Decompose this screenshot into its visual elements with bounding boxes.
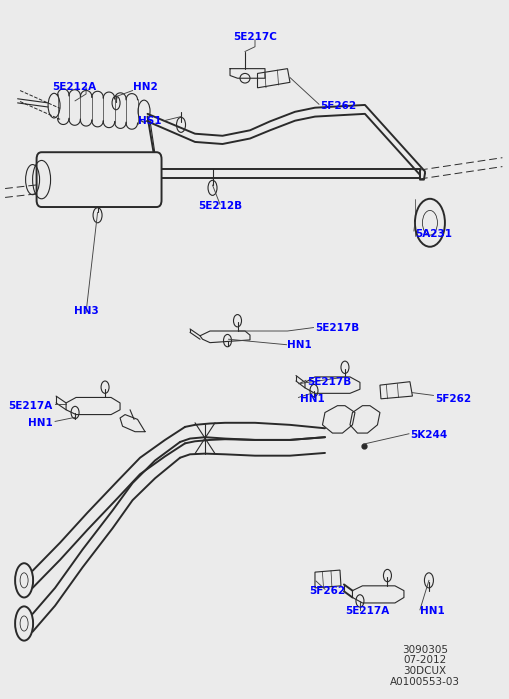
Text: HN3: HN3 [73,306,98,316]
Text: 5A231: 5A231 [414,229,451,240]
Text: HN2: HN2 [132,82,157,92]
Text: 5E217B: 5E217B [307,377,351,387]
Text: 3090305: 3090305 [401,644,447,654]
Text: HS1: HS1 [137,116,161,126]
Text: 30DCUX: 30DCUX [403,666,445,677]
Text: 5E217C: 5E217C [233,32,276,42]
FancyBboxPatch shape [37,152,161,207]
Text: 5E217A: 5E217A [8,401,52,411]
Text: 5E217B: 5E217B [315,322,358,333]
Text: 5E212A: 5E212A [52,82,96,92]
Text: 5F262: 5F262 [309,586,345,596]
Text: HN1: HN1 [419,606,444,617]
Text: 5F262: 5F262 [434,394,470,404]
Text: 5F262: 5F262 [319,101,355,111]
Text: 5K244: 5K244 [409,430,446,440]
Text: 5E217A: 5E217A [344,606,388,617]
Ellipse shape [20,616,28,631]
Ellipse shape [20,572,28,588]
Text: 07-2012: 07-2012 [403,656,446,665]
Text: HN1: HN1 [299,394,324,404]
Text: A0100553-03: A0100553-03 [389,677,459,687]
Text: HN1: HN1 [28,418,52,428]
Text: HN1: HN1 [287,340,312,350]
Text: 5E212B: 5E212B [197,201,242,210]
